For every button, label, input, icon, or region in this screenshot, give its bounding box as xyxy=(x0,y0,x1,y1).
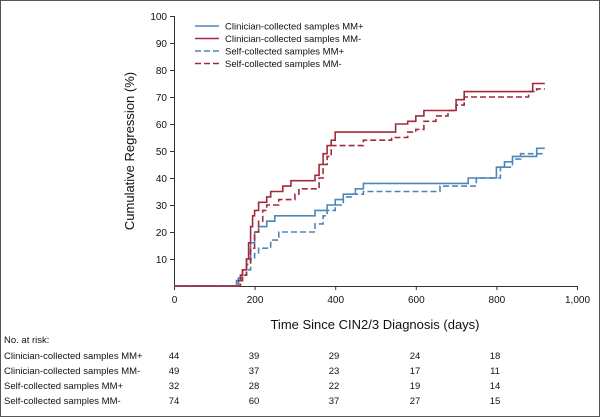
at-risk-value: 22 xyxy=(329,381,340,392)
y-tick-label: 10 xyxy=(156,255,168,266)
y-tick-label: 100 xyxy=(150,12,167,23)
y-tick-label: 40 xyxy=(156,174,168,185)
at-risk-row-label: Clinician-collected samples MM+ xyxy=(4,351,143,362)
at-risk-row-label: Self-collected samples MM- xyxy=(4,396,121,407)
at-risk-value: 28 xyxy=(249,381,260,392)
at-risk-value: 24 xyxy=(410,351,421,362)
at-risk-value: 60 xyxy=(249,396,260,407)
y-tick-label: 70 xyxy=(156,93,168,104)
at-risk-value: 14 xyxy=(490,381,501,392)
at-risk-value: 15 xyxy=(490,396,501,407)
series-layer xyxy=(174,82,545,287)
x-tick-label: 200 xyxy=(247,295,264,306)
y-tick-label: 20 xyxy=(156,228,168,239)
x-tick-label: 1,000 xyxy=(565,295,590,306)
at-risk-value: 32 xyxy=(169,381,180,392)
at-risk-value: 29 xyxy=(329,351,340,362)
at-risk-value: 17 xyxy=(410,366,421,377)
at-risk-value: 27 xyxy=(410,396,421,407)
x-tick-label: 600 xyxy=(408,295,425,306)
at-risk-value: 37 xyxy=(249,366,260,377)
at-risk-row-label: Self-collected samples MM+ xyxy=(4,381,124,392)
y-tick-label: 90 xyxy=(156,39,168,50)
at-risk-value: 23 xyxy=(329,366,340,377)
x-tick-label: 0 xyxy=(172,295,178,306)
x-tick-label: 800 xyxy=(489,295,506,306)
at-risk-table: Clinician-collected samples MM+ 44 39 29 24 1… xyxy=(4,351,500,407)
series-line-3 xyxy=(174,152,545,287)
series-line-1 xyxy=(174,147,545,287)
legend-label: Clinician-collected samples MM- xyxy=(225,34,361,45)
at-risk-value: 39 xyxy=(249,351,260,362)
legend-label: Self-collected samples MM- xyxy=(225,59,342,70)
at-risk-header: No. at risk: xyxy=(4,335,49,346)
y-axis-title: Cumulative Regression (%) xyxy=(122,72,137,230)
y-tick-label: 30 xyxy=(156,201,168,212)
ticks: 10 20 30 40 50 60 70 80 90 100 0 200 400 600 800 1,000 xyxy=(150,12,590,306)
y-tick-label: 50 xyxy=(156,147,168,158)
at-risk-value: 18 xyxy=(490,351,501,362)
x-tick-label: 400 xyxy=(327,295,344,306)
at-risk-value: 49 xyxy=(169,366,180,377)
at-risk-row-label: Clinician-collected samples MM- xyxy=(4,366,140,377)
at-risk-value: 74 xyxy=(169,396,180,407)
series-line-2 xyxy=(174,82,545,287)
legend-label: Clinician-collected samples MM+ xyxy=(225,22,364,33)
y-tick-label: 60 xyxy=(156,120,168,131)
at-risk-value: 11 xyxy=(490,366,500,377)
at-risk-value: 37 xyxy=(329,396,340,407)
y-tick-label: 80 xyxy=(156,66,168,77)
at-risk-value: 44 xyxy=(169,351,180,362)
at-risk-value: 19 xyxy=(410,381,421,392)
series-line-4 xyxy=(174,88,545,287)
x-axis-title: Time Since CIN2/3 Diagnosis (days) xyxy=(270,317,479,332)
legend: Clinician-collected samples MM+Clinician… xyxy=(195,22,364,70)
legend-label: Self-collected samples MM+ xyxy=(225,47,345,58)
